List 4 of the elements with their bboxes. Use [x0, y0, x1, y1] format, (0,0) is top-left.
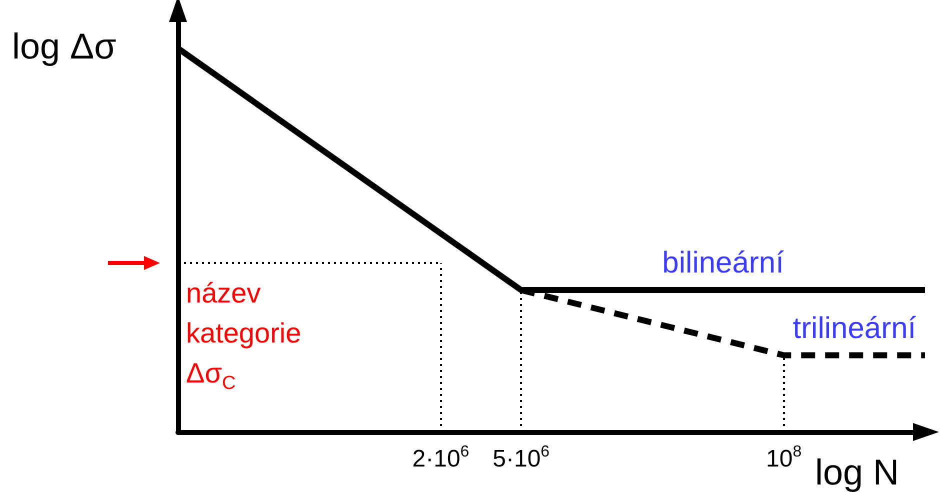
series-label: bilineární — [662, 246, 785, 280]
series-label: trilineární — [792, 312, 917, 345]
x-axis-title: log N — [815, 452, 900, 492]
y-axis-title: log Δσ — [12, 26, 116, 66]
